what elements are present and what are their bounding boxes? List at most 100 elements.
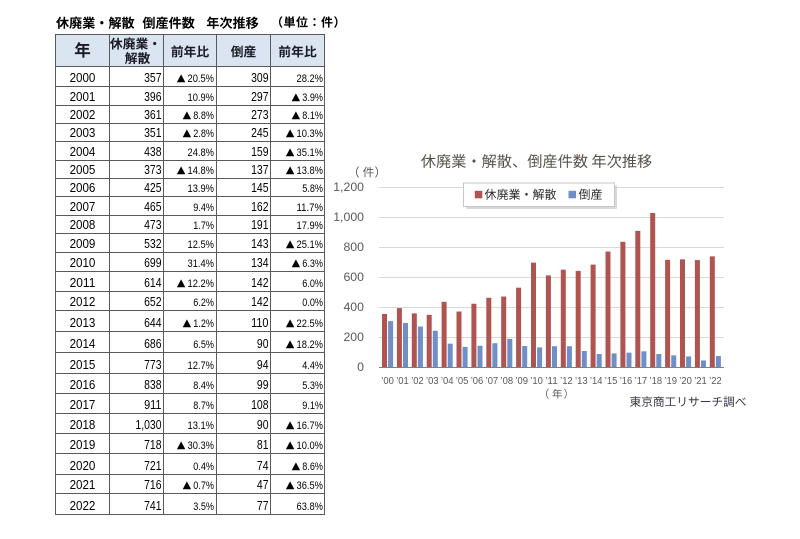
svg-text:2022: 2022 [70,499,96,513]
svg-text:245: 245 [251,126,268,140]
svg-text:1,000: 1,000 [333,210,364,224]
svg-text:438: 438 [144,145,161,159]
svg-text:373: 373 [144,163,161,177]
svg-text:473: 473 [144,218,161,232]
svg-text:2005: 2005 [70,163,96,177]
svg-text:1,030: 1,030 [135,418,161,432]
svg-text:’00: ’00 [381,376,394,387]
svg-text:’01: ’01 [396,376,409,387]
svg-text:297: 297 [251,90,268,104]
svg-text:2010: 2010 [70,256,96,270]
svg-text:’03: ’03 [426,376,439,387]
svg-text:20.5%: 20.5% [188,73,215,85]
svg-text:2009: 2009 [70,237,96,251]
svg-text:’18: ’18 [650,376,663,387]
svg-text:0.7%: 0.7% [193,480,214,492]
svg-text:35.1%: 35.1% [297,147,324,159]
svg-text:2011: 2011 [70,276,96,290]
svg-text:2007: 2007 [70,200,96,214]
svg-text:6.5%: 6.5% [193,339,214,351]
svg-text:24.8%: 24.8% [188,147,215,159]
svg-text:1.7%: 1.7% [193,220,214,232]
svg-text:2016: 2016 [70,378,96,392]
svg-text:718: 718 [144,438,161,452]
svg-text:90: 90 [257,418,269,432]
svg-text:614: 614 [144,276,161,290]
svg-text:99: 99 [257,378,269,392]
svg-text:’16: ’16 [620,376,633,387]
svg-text:’02: ’02 [411,376,424,387]
svg-text:’22: ’22 [709,376,722,387]
svg-text:25.1%: 25.1% [297,239,324,251]
svg-text:0: 0 [357,360,364,374]
svg-text:532: 532 [144,237,161,251]
svg-text:13.1%: 13.1% [188,420,215,432]
svg-text:14.8%: 14.8% [188,165,215,177]
svg-text:2019: 2019 [70,438,96,452]
svg-text:94: 94 [257,358,269,372]
svg-text:2004: 2004 [70,145,96,159]
svg-text:2000: 2000 [70,71,96,85]
svg-text:4.4%: 4.4% [302,360,323,372]
svg-text:2018: 2018 [70,418,96,432]
svg-text:22.5%: 22.5% [297,318,324,330]
svg-text:31.4%: 31.4% [188,258,215,270]
svg-text:800: 800 [343,240,364,254]
svg-text:644: 644 [144,316,161,330]
svg-text:13.9%: 13.9% [188,183,215,195]
svg-text:5.8%: 5.8% [302,183,323,195]
svg-text:134: 134 [251,256,268,270]
svg-text:361: 361 [144,108,161,122]
svg-text:357: 357 [144,71,161,85]
svg-text:12.5%: 12.5% [188,239,215,251]
svg-text:2.8%: 2.8% [193,128,214,140]
svg-text:’15: ’15 [605,376,618,387]
svg-text:0.0%: 0.0% [302,297,323,309]
svg-text:90: 90 [257,337,269,351]
svg-text:74: 74 [257,459,269,473]
svg-text:200: 200 [343,330,364,344]
svg-text:8.1%: 8.1% [302,110,323,122]
svg-text:6.3%: 6.3% [302,258,323,270]
svg-text:716: 716 [144,478,161,492]
svg-text:465: 465 [144,200,161,214]
svg-text:1.2%: 1.2% [193,318,214,330]
svg-text:2021: 2021 [70,478,96,492]
svg-text:30.3%: 30.3% [188,440,215,452]
svg-text:’20: ’20 [679,376,692,387]
svg-text:8.6%: 8.6% [302,461,323,473]
svg-text:’05: ’05 [456,376,469,387]
svg-text:191: 191 [251,218,268,232]
svg-text:10.0%: 10.0% [297,440,324,452]
svg-text:699: 699 [144,256,161,270]
svg-text:911: 911 [144,398,161,412]
svg-text:2008: 2008 [70,218,96,232]
svg-text:3.9%: 3.9% [302,92,323,104]
svg-text:6.0%: 6.0% [302,278,323,290]
svg-text:0.4%: 0.4% [193,461,214,473]
svg-text:2001: 2001 [70,90,96,104]
svg-text:36.5%: 36.5% [297,480,324,492]
svg-text:11.7%: 11.7% [297,202,324,214]
svg-text:9.4%: 9.4% [193,202,214,214]
svg-text:’21: ’21 [694,376,707,387]
svg-text:6.2%: 6.2% [193,297,214,309]
svg-text:2015: 2015 [70,358,96,372]
svg-text:145: 145 [251,181,268,195]
svg-text:838: 838 [144,378,161,392]
svg-text:5.3%: 5.3% [302,380,323,392]
svg-text:162: 162 [251,200,268,214]
svg-text:’11: ’11 [545,376,558,387]
svg-text:686: 686 [144,337,161,351]
svg-text:8.4%: 8.4% [193,380,214,392]
svg-text:’19: ’19 [664,376,677,387]
svg-text:’06: ’06 [471,376,484,387]
svg-text:273: 273 [251,108,268,122]
svg-text:63.8%: 63.8% [297,501,324,513]
svg-text:652: 652 [144,295,161,309]
svg-text:2003: 2003 [70,126,96,140]
svg-text:17.9%: 17.9% [297,220,324,232]
svg-text:18.2%: 18.2% [297,339,324,351]
svg-text:2013: 2013 [70,316,96,330]
svg-text:2006: 2006 [70,181,96,195]
